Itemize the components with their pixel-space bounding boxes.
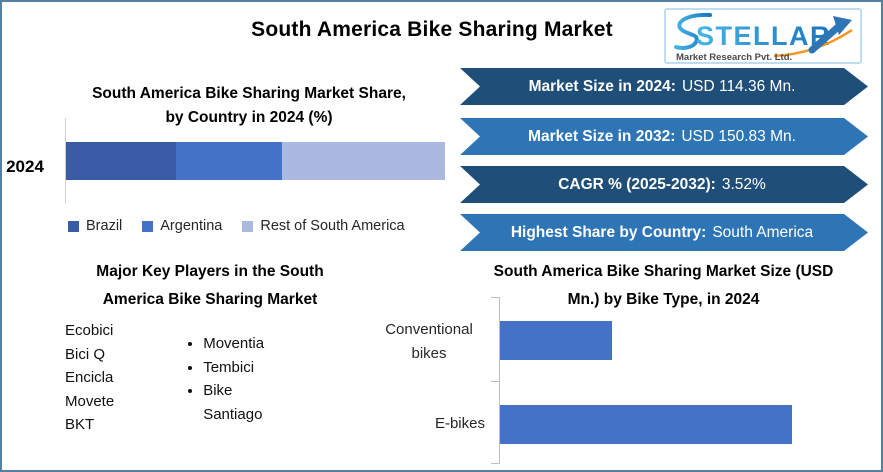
stacked-bar-2024 — [66, 142, 445, 180]
bar-label-e-bikes: E-bikes — [434, 415, 485, 432]
share-chart-title-line1: South America Bike Sharing Market Share, — [92, 85, 406, 102]
share-chart-plot: 2024 — [6, 118, 447, 204]
key-players-section: Major Key Players in the South America B… — [15, 258, 435, 437]
player-bici-q: Bici Q — [65, 345, 106, 363]
legend-label-brazil: Brazil — [86, 218, 123, 234]
logo-arrow-head-icon — [833, 16, 852, 35]
legend-item-argentina: Argentina — [142, 218, 222, 234]
share-chart-title: South America Bike Sharing Market Share,… — [51, 82, 447, 130]
share-chart-y-axis — [65, 118, 66, 204]
banner-highest-share-value: South America — [712, 223, 814, 241]
legend-label-rest-of-south-america: Rest of South America — [260, 218, 405, 234]
logo-subtitle: Market Research Pvt. Ltd. — [676, 52, 792, 62]
player-ecobici: Ecobici — [65, 322, 114, 339]
banner-market-size-2032-value: USD 150.83 Mn. — [681, 127, 796, 145]
bar-conventional-bikes — [500, 321, 612, 360]
stellar-logo-graphic: STELLAR Market Research Pvt. Ltd. — [674, 12, 853, 63]
banner-highest-share: Highest Share by Country: South America — [460, 214, 868, 251]
key-players-column-1: Ecobici Bici Q Encicla Movete BKT — [65, 319, 114, 437]
logo-brand-text: STELLAR — [696, 21, 831, 51]
banner-highest-share-label: Highest Share by Country: — [510, 223, 707, 241]
size-chart-title-line2: Mn.) by Bike Type, in 2024 — [567, 291, 760, 308]
player-encicla: Encicla — [65, 369, 114, 386]
player-bkt: BKT — [65, 416, 95, 433]
key-players-columns: Ecobici Bici Q Encicla Movete BKT Movent… — [15, 314, 435, 437]
player-tembici: Tembici — [203, 356, 281, 380]
logo-arrow-shaft — [808, 23, 842, 54]
axis-tick-middle — [491, 381, 499, 382]
size-chart-y-axis — [499, 297, 500, 464]
legend-label-argentina: Argentina — [160, 218, 223, 234]
key-players-title-line1: Major Key Players in the South — [96, 263, 324, 280]
size-chart-title: South America Bike Sharing Market Size (… — [457, 258, 870, 314]
share-chart-title-line2: by Country in 2024 (%) — [165, 109, 333, 126]
legend-item-rest-of-south-america: Rest of South America — [242, 218, 405, 234]
key-players-column-2: Moventia Tembici Bike Santiago — [186, 332, 281, 437]
legend-swatch-brazil — [68, 220, 79, 232]
banner-market-size-2032: Market Size in 2032: USD 150.83 Mn. — [460, 118, 868, 155]
legend-swatch-argentina — [142, 220, 154, 232]
legend-item-brazil: Brazil — [68, 218, 122, 234]
key-players-title: Major Key Players in the South America B… — [15, 258, 405, 314]
size-chart-title-line1: South America Bike Sharing Market Size (… — [493, 263, 834, 280]
size-chart-plot: Conventional bikes E-bikes — [362, 297, 870, 464]
page-title: South America Bike Sharing Market — [251, 18, 613, 41]
player-bike-santiago: Bike Santiago — [203, 379, 281, 426]
banner-market-size-2024: Market Size in 2024: USD 114.36 Mn. — [460, 68, 868, 105]
bar-e-bikes — [500, 405, 792, 444]
stellar-logo: STELLAR Market Research Pvt. Ltd. — [664, 8, 862, 64]
axis-tick-top — [491, 297, 499, 298]
banner-market-size-2024-label: Market Size in 2024: — [528, 77, 676, 95]
bar-label-conventional-bikes: Conventional bikes — [385, 321, 473, 362]
bar-segment-argentina — [175, 142, 283, 180]
player-moventia: Moventia — [203, 332, 281, 356]
bar-segment-rest-of-south-america — [282, 142, 445, 180]
banner-cagr-value: 3.52% — [721, 175, 766, 193]
player-movete: Movete — [65, 392, 115, 410]
banner-market-size-2032-label: Market Size in 2032: — [528, 127, 676, 145]
share-chart-legend: Brazil Argentina Rest of South America — [68, 218, 447, 234]
share-chart-year-label: 2024 — [6, 157, 44, 176]
share-chart-section: South America Bike Sharing Market Share,… — [6, 82, 447, 234]
key-players-title-line2: America Bike Sharing Market — [102, 291, 318, 308]
size-chart-section: South America Bike Sharing Market Size (… — [362, 258, 870, 464]
logo-swoosh — [674, 12, 712, 50]
stat-banners: Market Size in 2024: USD 114.36 Mn. Mark… — [460, 68, 868, 254]
banner-cagr-label: CAGR % (2025-2032): — [558, 175, 716, 193]
banner-cagr: CAGR % (2025-2032): 3.52% — [460, 166, 868, 203]
axis-tick-bottom — [491, 463, 499, 464]
legend-swatch-rest-of-south-america — [242, 220, 254, 232]
banner-market-size-2024-value: USD 114.36 Mn. — [681, 77, 796, 95]
bar-segment-brazil — [66, 142, 176, 180]
